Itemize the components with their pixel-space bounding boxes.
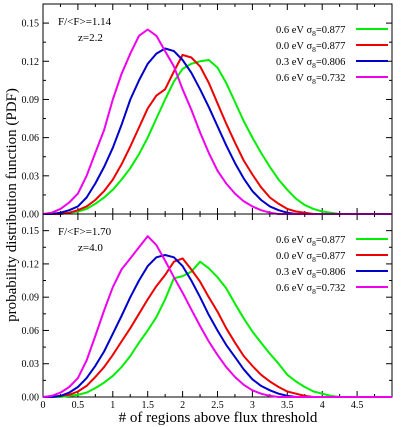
- y-tick-label: 0.15: [22, 19, 40, 30]
- x-tick-label: 0: [41, 400, 46, 411]
- x-tick-label: 4.5: [351, 400, 364, 411]
- top-panel: 0.00 0.03 0.06 0.09 0.12 0.15 F/<F>=1.14 z=2.2 0…: [22, 3, 393, 221]
- bottom-panel: 0.00 0.03 0.06 0.09 0.12 0.15 0 0.5 1 1.5 2 2.5 3 3.5…: [22, 213, 393, 411]
- y-tick-label: 0.00: [22, 393, 40, 404]
- x-axis-label: # of regions above flux threshold: [119, 410, 318, 426]
- y-tick-label: 0.12: [22, 259, 40, 270]
- panel-annotation-redshift: z=2.2: [78, 32, 103, 44]
- legend-label: 0.6 eV σ8=0.877: [276, 235, 345, 248]
- panel-annotation-flux: F/<F>=1.14: [58, 16, 112, 28]
- x-tick-label: 0.5: [72, 400, 85, 411]
- x-tick-label: 1.5: [141, 400, 154, 411]
- legend-label: 0.6 eV σ8=0.732: [276, 283, 345, 296]
- series-line: [42, 235, 392, 398]
- panel-annotation-flux: F/<F>=1.70: [58, 226, 112, 238]
- y-tick-label: 0.12: [22, 57, 40, 68]
- legend-label: 0.0 eV σ8=0.877: [276, 41, 345, 54]
- y-tick-label: 0.06: [22, 326, 40, 337]
- x-tick-label: 3: [250, 400, 255, 411]
- y-tick-label: 0.09: [22, 95, 40, 106]
- legend-label: 0.6 eV σ8=0.877: [276, 25, 345, 38]
- y-tick-label: 0.06: [22, 133, 40, 144]
- y-axis-label: probability distribution function (PDF): [4, 88, 20, 322]
- legend-label: 0.0 eV σ8=0.877: [276, 251, 345, 264]
- x-tick-label: 2.5: [211, 400, 224, 411]
- y-tick-label: 0.09: [22, 293, 40, 304]
- panel-annotation-redshift: z=4.0: [78, 242, 103, 254]
- x-tick-label: 2: [180, 400, 185, 411]
- y-tick-label: 0.15: [22, 226, 40, 237]
- x-tick-label: 1: [110, 400, 115, 411]
- y-tick-label: 0.03: [22, 359, 40, 370]
- x-tick-label: 4: [320, 400, 325, 411]
- legend-label: 0.6 eV σ8=0.732: [276, 73, 345, 86]
- x-tick-label: 3.5: [281, 400, 294, 411]
- legend-label: 0.3 eV σ8=0.806: [276, 267, 345, 280]
- series-line: [43, 257, 392, 398]
- legend-label: 0.3 eV σ8=0.806: [276, 57, 345, 70]
- y-tick-label: 0.03: [22, 171, 40, 182]
- y-tick-label: 0.00: [22, 210, 40, 221]
